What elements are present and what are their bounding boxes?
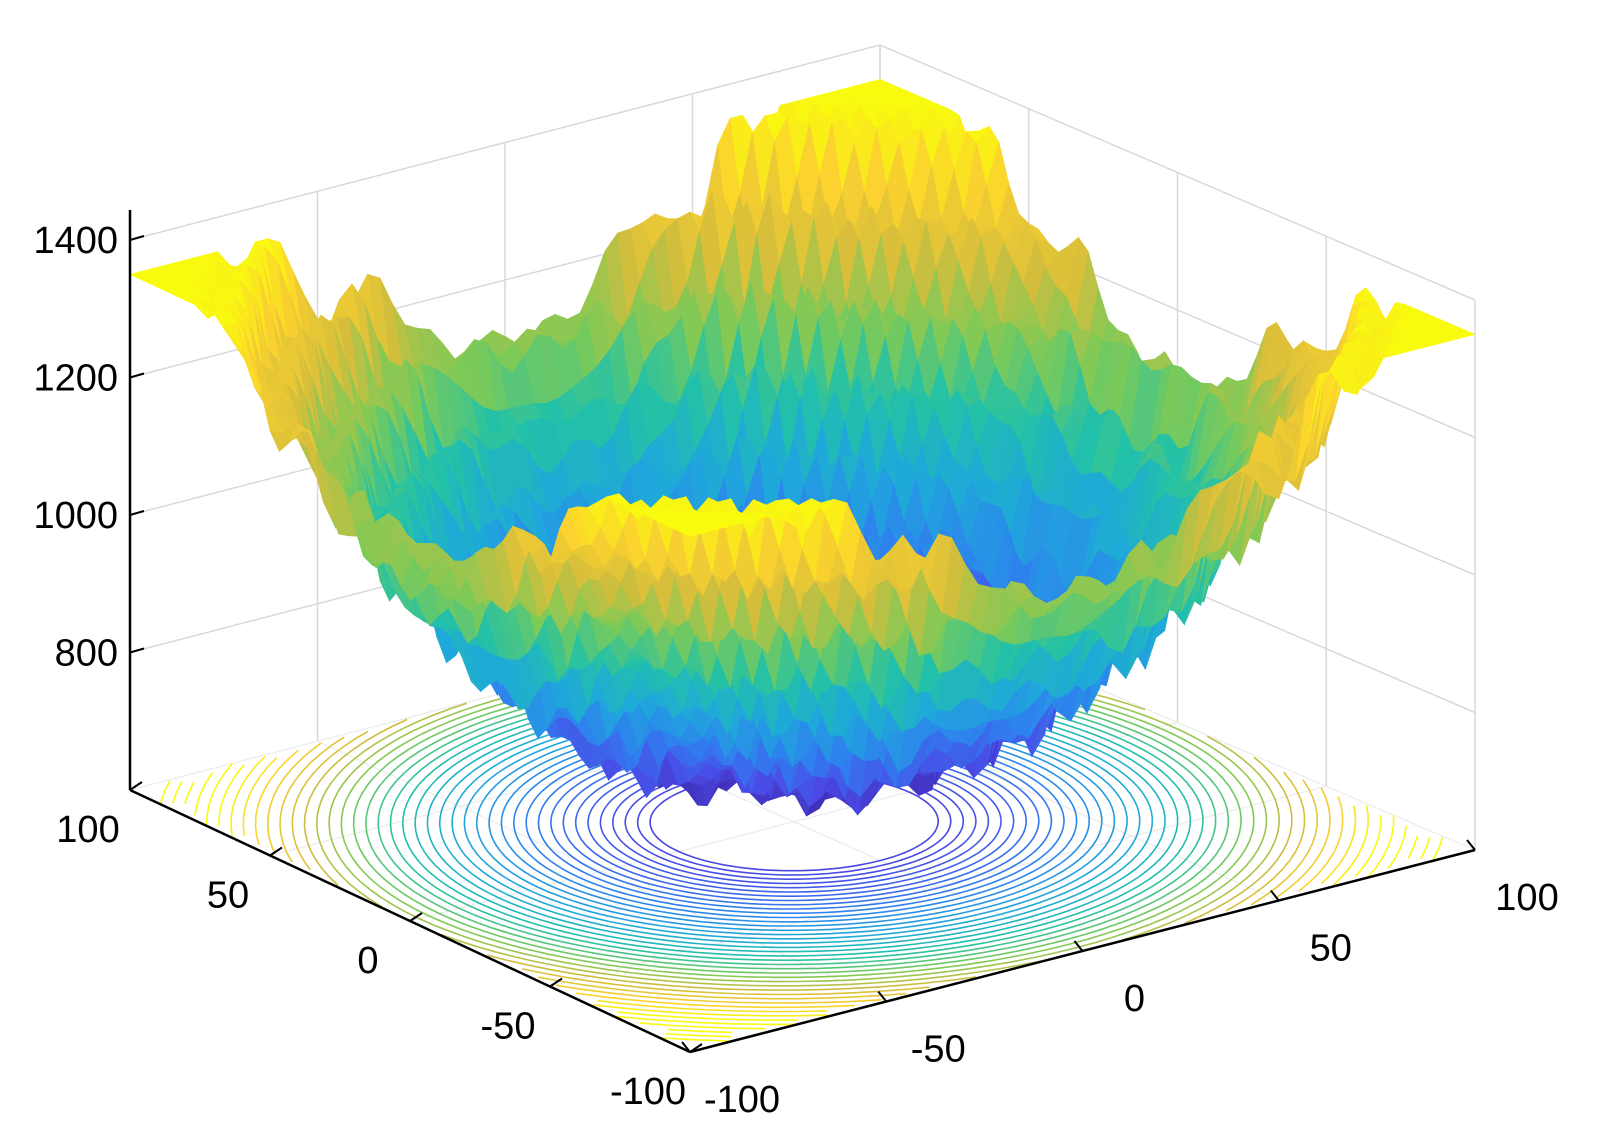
axes	[128, 210, 1476, 1054]
z-tick	[129, 647, 145, 654]
z-tick-label: 1200	[33, 358, 118, 400]
y-tick	[129, 781, 143, 791]
x-tick-label: -50	[911, 1029, 966, 1071]
contour-projection	[159, 604, 1444, 1042]
z-tick	[129, 510, 145, 516]
surface	[129, 79, 1476, 817]
z-tick-label: 800	[55, 633, 118, 675]
y-tick-label: 100	[56, 809, 119, 851]
y-tick-label: 0	[357, 940, 378, 982]
z-tick	[129, 372, 145, 379]
y-tick-label: -50	[481, 1006, 536, 1048]
x-tick	[1073, 940, 1084, 952]
y-tick-label: 50	[207, 875, 249, 917]
x-tick	[1269, 889, 1280, 902]
z-tick	[129, 235, 145, 241]
y-tick	[269, 846, 283, 857]
surface-patch	[679, 528, 704, 537]
tick-labels: 800 1000 1200 1400 -100 -50 0 50 100 -100 -50 0 50 10…	[33, 220, 1558, 1121]
x-tick	[1466, 839, 1476, 851]
y-tick-label: -100	[610, 1071, 686, 1113]
y-tick	[409, 912, 423, 922]
z-tick-label: 1400	[33, 220, 118, 262]
x-tick-label: -100	[704, 1079, 780, 1121]
x-tick-label: 50	[1310, 928, 1352, 970]
z-tick-label: 1000	[33, 495, 118, 537]
x-tick-label: 100	[1495, 877, 1558, 919]
x-tick	[877, 990, 888, 1003]
y-tick	[689, 1043, 703, 1053]
x-tick-label: 0	[1124, 978, 1145, 1020]
y-tick	[549, 977, 563, 988]
x-tick	[681, 1041, 691, 1053]
grid-line	[549, 785, 1327, 988]
